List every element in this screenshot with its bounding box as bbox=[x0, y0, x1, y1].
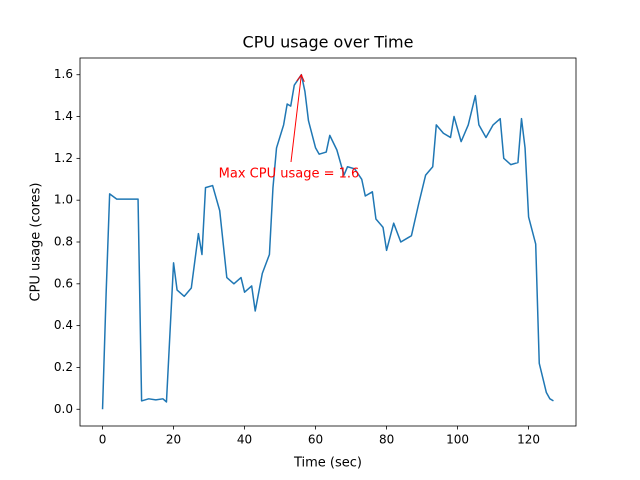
y-tick-label: 1.6 bbox=[54, 67, 73, 81]
line-series bbox=[101, 73, 554, 410]
x-tick-label: 60 bbox=[308, 433, 323, 447]
x-axis-label: Time (sec) bbox=[293, 456, 362, 471]
chart-title: CPU usage over Time bbox=[243, 33, 414, 52]
x-tick-label: 80 bbox=[379, 433, 394, 447]
y-tick-label: 0.4 bbox=[54, 318, 73, 332]
y-tick-label: 0.8 bbox=[54, 235, 73, 249]
annotation: Max CPU usage = 1.6 bbox=[219, 167, 360, 182]
x-tick-label: 40 bbox=[237, 433, 252, 447]
y-tick-label: 1.2 bbox=[54, 151, 73, 165]
y-tick-label: 0.2 bbox=[54, 360, 73, 374]
y-tick-label: 0.0 bbox=[54, 402, 73, 416]
y-tick-label: 0.6 bbox=[54, 276, 73, 290]
annotation-arrow bbox=[290, 75, 301, 163]
y-tick-label: 1.0 bbox=[54, 193, 73, 207]
x-tick-label: 100 bbox=[446, 433, 469, 447]
plot-frame bbox=[79, 57, 577, 427]
x-tick-label: 0 bbox=[99, 433, 107, 447]
y-tick-label: 1.4 bbox=[54, 109, 73, 123]
x-tick-label: 120 bbox=[517, 433, 540, 447]
y-axis-label: CPU usage (cores) bbox=[29, 183, 44, 302]
x-tick-label: 20 bbox=[166, 433, 181, 447]
